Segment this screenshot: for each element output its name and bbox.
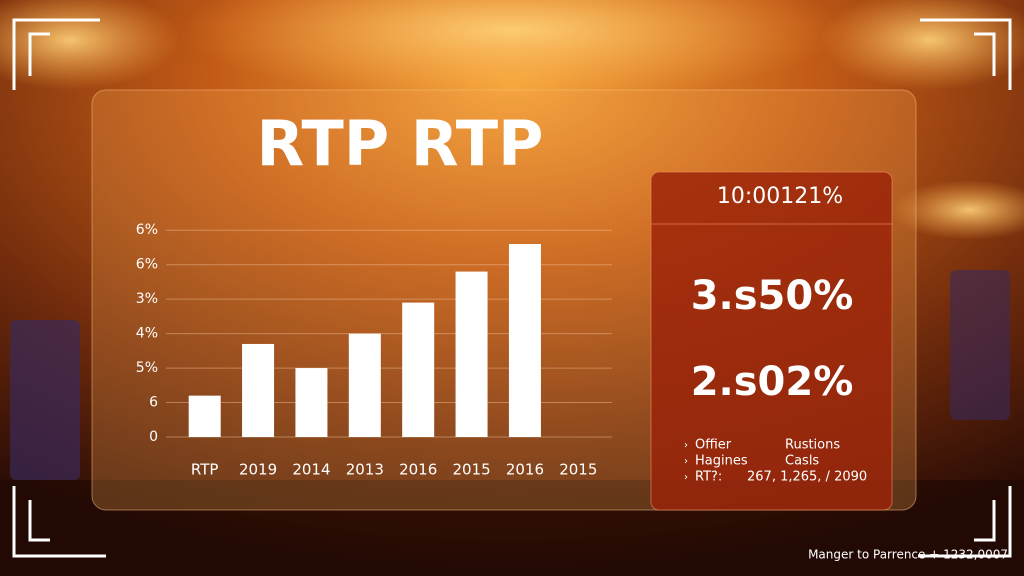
y-tick-label: 6 [149, 395, 158, 411]
list-bullet: › [684, 456, 688, 467]
x-tick-label: 2019 [239, 461, 277, 479]
bar [188, 395, 221, 437]
x-tick-label: 2016 [506, 461, 544, 479]
x-tick-label: 2013 [346, 461, 384, 479]
list-value: Casls [785, 454, 819, 469]
list-value: Rustions [785, 438, 840, 453]
y-tick-label: 5% [136, 360, 158, 376]
y-tick-label: 0 [149, 429, 158, 445]
bar [455, 271, 488, 437]
x-tick-label: 2015 [452, 461, 490, 479]
list-value: 267, 1,265, / 2090 [747, 470, 867, 485]
list-bullet: › [684, 472, 688, 483]
stats-secondary: 2.s02% [691, 359, 854, 405]
bar [508, 244, 541, 437]
chart-title: RTP RTP [257, 107, 544, 180]
bar [402, 302, 435, 437]
x-tick-label: RTP [191, 461, 219, 479]
bar [348, 333, 381, 437]
ceiling-light [820, 0, 1024, 90]
list-bullet: › [684, 440, 688, 451]
x-tick-label: 2015 [559, 461, 597, 479]
list-label: Offier [695, 438, 732, 453]
x-tick-label: 2016 [399, 461, 437, 479]
footer: Manger to Parrence + 1232,0007 [808, 548, 1008, 562]
bar [242, 343, 275, 437]
ceiling-light [0, 0, 180, 90]
ceiling-light [182, 0, 842, 100]
y-tick-label: 3% [136, 291, 158, 307]
bar [295, 368, 328, 437]
y-tick-label: 6% [136, 222, 158, 238]
corner-decorations [12, 18, 1012, 558]
slot-machine [10, 320, 80, 480]
lamp [890, 180, 1024, 240]
list-label: Hagines [695, 454, 748, 469]
y-tick-label: 6% [136, 257, 158, 273]
stats-card [650, 171, 893, 511]
stats-primary: 3.s50% [691, 273, 854, 319]
list-label: RT?: [695, 470, 722, 485]
slot-machine [950, 270, 1010, 420]
x-tick-label: 2014 [292, 461, 330, 479]
stats-header: 10:00121% [717, 184, 843, 209]
y-tick-label: 4% [136, 326, 158, 342]
